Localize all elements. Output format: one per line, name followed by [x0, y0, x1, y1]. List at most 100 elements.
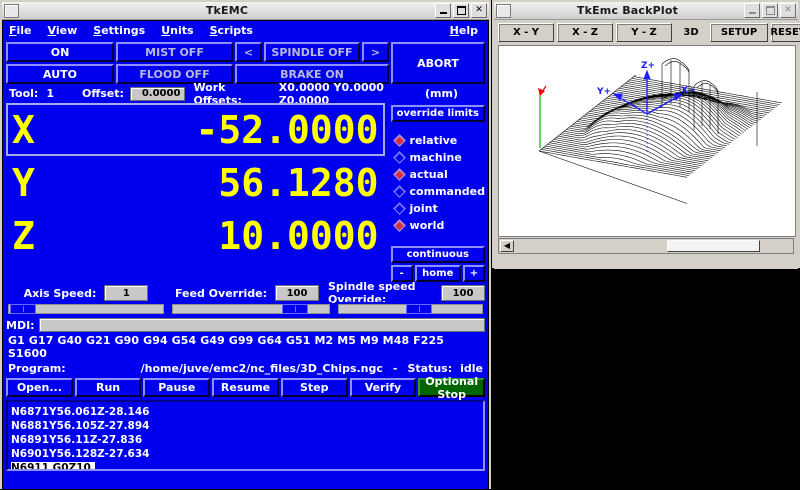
- mist-button[interactable]: MIST OFF: [116, 42, 233, 62]
- verify-button[interactable]: Verify: [349, 378, 417, 397]
- dro-row-y[interactable]: Y 56.1280: [6, 156, 385, 209]
- dro-row-z[interactable]: Z 10.0000: [6, 209, 385, 262]
- toolpath-scanline: [568, 117, 717, 155]
- tool-label: Tool:: [9, 87, 39, 100]
- radio-joint[interactable]: joint: [391, 200, 485, 217]
- menu-scripts[interactable]: Scripts: [209, 24, 253, 37]
- axis-speed-slider[interactable]: [6, 302, 166, 316]
- program-separator: -: [392, 362, 398, 375]
- override-sliders-row: [6, 302, 485, 316]
- minimize-icon[interactable]: [435, 3, 451, 18]
- jog-plus-button[interactable]: +: [463, 265, 485, 282]
- radio-label-machine: machine: [409, 151, 462, 164]
- window-menu-icon[interactable]: [4, 3, 19, 18]
- tkemc-titlebar[interactable]: TkEMC ✕: [2, 2, 489, 20]
- spindle-override-value: 100: [441, 285, 485, 301]
- scroll-thumb[interactable]: [667, 240, 760, 252]
- toolpath-scanline: [606, 92, 755, 125]
- view-yz-button[interactable]: Y - Z: [616, 23, 672, 42]
- mdi-label: MDI:: [6, 318, 35, 332]
- backplot-toolbar: X - Y X - Z Y - Z 3D SETUP RESET: [494, 20, 800, 43]
- spindle-button[interactable]: SPINDLE OFF: [264, 42, 360, 62]
- radio-commanded[interactable]: commanded: [391, 183, 485, 200]
- maximize-icon[interactable]: [453, 3, 469, 18]
- backplot-window: TkEmc BackPlot ✕ X - Y X - Z Y - Z 3D SE…: [492, 0, 800, 269]
- slider-thumb[interactable]: [10, 304, 36, 314]
- program-status-row: Program: /home/juve/emc2/nc_files/3D_Chi…: [3, 360, 488, 375]
- units-indicator: (mm): [425, 87, 458, 100]
- toolpath-scanline: [541, 149, 690, 176]
- minimize-icon[interactable]: [744, 3, 760, 18]
- scroll-track[interactable]: [514, 240, 793, 252]
- dro-row-x[interactable]: X -52.0000: [6, 103, 385, 156]
- toolpath-scanline: [560, 129, 709, 161]
- dro-axis-label-z: Z: [12, 213, 35, 258]
- override-limits-button[interactable]: override limits: [390, 105, 485, 122]
- jog-mode-button[interactable]: continuous: [390, 246, 485, 263]
- toolpath-scanline: [538, 150, 688, 178]
- flood-button[interactable]: FLOOD OFF: [116, 64, 233, 84]
- menu-view[interactable]: View: [47, 24, 78, 37]
- slider-thumb[interactable]: [282, 304, 308, 314]
- setup-button[interactable]: SETUP: [710, 23, 768, 42]
- view-xy-button[interactable]: X - Y: [498, 23, 554, 42]
- dro-axis-label-x: X: [12, 107, 35, 152]
- scroll-left-arrow-icon[interactable]: ◀: [500, 240, 514, 252]
- radio-machine[interactable]: machine: [391, 149, 485, 166]
- resume-button[interactable]: Resume: [212, 378, 279, 397]
- backplot-titlebar[interactable]: TkEmc BackPlot ✕: [494, 2, 798, 20]
- window-menu-icon[interactable]: [496, 3, 511, 18]
- dro-value-z: 10.0000: [218, 213, 379, 258]
- slider-thumb[interactable]: [406, 304, 432, 314]
- control-button-row: ON AUTO MIST OFF < SPINDLE OFF > FLOOD O…: [3, 40, 488, 84]
- toolpath-scanline: [549, 142, 698, 170]
- menu-file[interactable]: File: [9, 24, 32, 37]
- radio-diamond-icon: [392, 134, 406, 147]
- toolpath-scanline: [562, 126, 711, 160]
- step-button[interactable]: Step: [280, 378, 348, 397]
- maximize-icon[interactable]: [762, 3, 778, 18]
- toolpath-surface: [538, 74, 782, 204]
- run-button[interactable]: Run: [74, 378, 142, 397]
- toolpath-scanline: [581, 104, 730, 145]
- close-icon[interactable]: ✕: [471, 3, 487, 18]
- reset-button[interactable]: RESET: [770, 23, 800, 42]
- tool-value: 1: [46, 87, 54, 100]
- spindle-increase-button[interactable]: >: [362, 42, 389, 62]
- menu-view-label: iew: [55, 24, 78, 37]
- tkemc-window-title: TkEMC: [205, 4, 249, 17]
- abort-button[interactable]: ABORT: [391, 42, 485, 84]
- toolpath-scanline: [629, 79, 778, 107]
- mode-button[interactable]: AUTO: [6, 64, 114, 84]
- backplot-canvas[interactable]: Z+ Y+ X+: [498, 45, 796, 237]
- backplot-scrollbar[interactable]: ◀: [498, 238, 794, 254]
- spindle-decrease-button[interactable]: <: [235, 42, 262, 62]
- radio-relative[interactable]: relative: [391, 132, 485, 149]
- backplot-window-title: TkEmc BackPlot: [576, 4, 679, 17]
- menu-units[interactable]: Units: [161, 24, 194, 37]
- spindle-override-slider[interactable]: [336, 302, 485, 316]
- close-icon[interactable]: ✕: [780, 3, 796, 18]
- menu-help[interactable]: Help: [449, 24, 478, 37]
- override-labels-row: Axis Speed: 1 Feed Override: 100 Spindle…: [6, 280, 485, 306]
- radio-world[interactable]: world: [391, 217, 485, 234]
- menu-settings[interactable]: Settings: [93, 24, 146, 37]
- pause-button[interactable]: Pause: [143, 378, 211, 397]
- jog-home-button[interactable]: home: [414, 265, 461, 282]
- machine-state-button[interactable]: ON: [6, 42, 114, 62]
- feed-override-slider[interactable]: [170, 302, 332, 316]
- radio-actual[interactable]: actual: [391, 166, 485, 183]
- open-button[interactable]: Open...: [6, 378, 73, 397]
- view-xz-button[interactable]: X - Z: [557, 23, 613, 42]
- optional-stop-button[interactable]: Optional Stop: [418, 375, 486, 401]
- tkemc-window: TkEMC ✕ File View Settings Units Scripts…: [0, 0, 491, 490]
- view-3d-button[interactable]: 3D: [683, 27, 699, 38]
- jog-minus-button[interactable]: -: [390, 265, 413, 282]
- mdi-input[interactable]: [38, 318, 485, 332]
- brake-button[interactable]: BRAKE ON: [235, 64, 389, 84]
- feed-override-label: Feed Override:: [174, 286, 268, 300]
- radio-label-world: world: [409, 219, 445, 232]
- menu-help-label: elp: [458, 24, 478, 37]
- gcode-listing[interactable]: N6871Y56.061Z-28.146 N6881Y56.105Z-27.89…: [6, 400, 485, 471]
- menu-scripts-label: cripts: [217, 24, 253, 37]
